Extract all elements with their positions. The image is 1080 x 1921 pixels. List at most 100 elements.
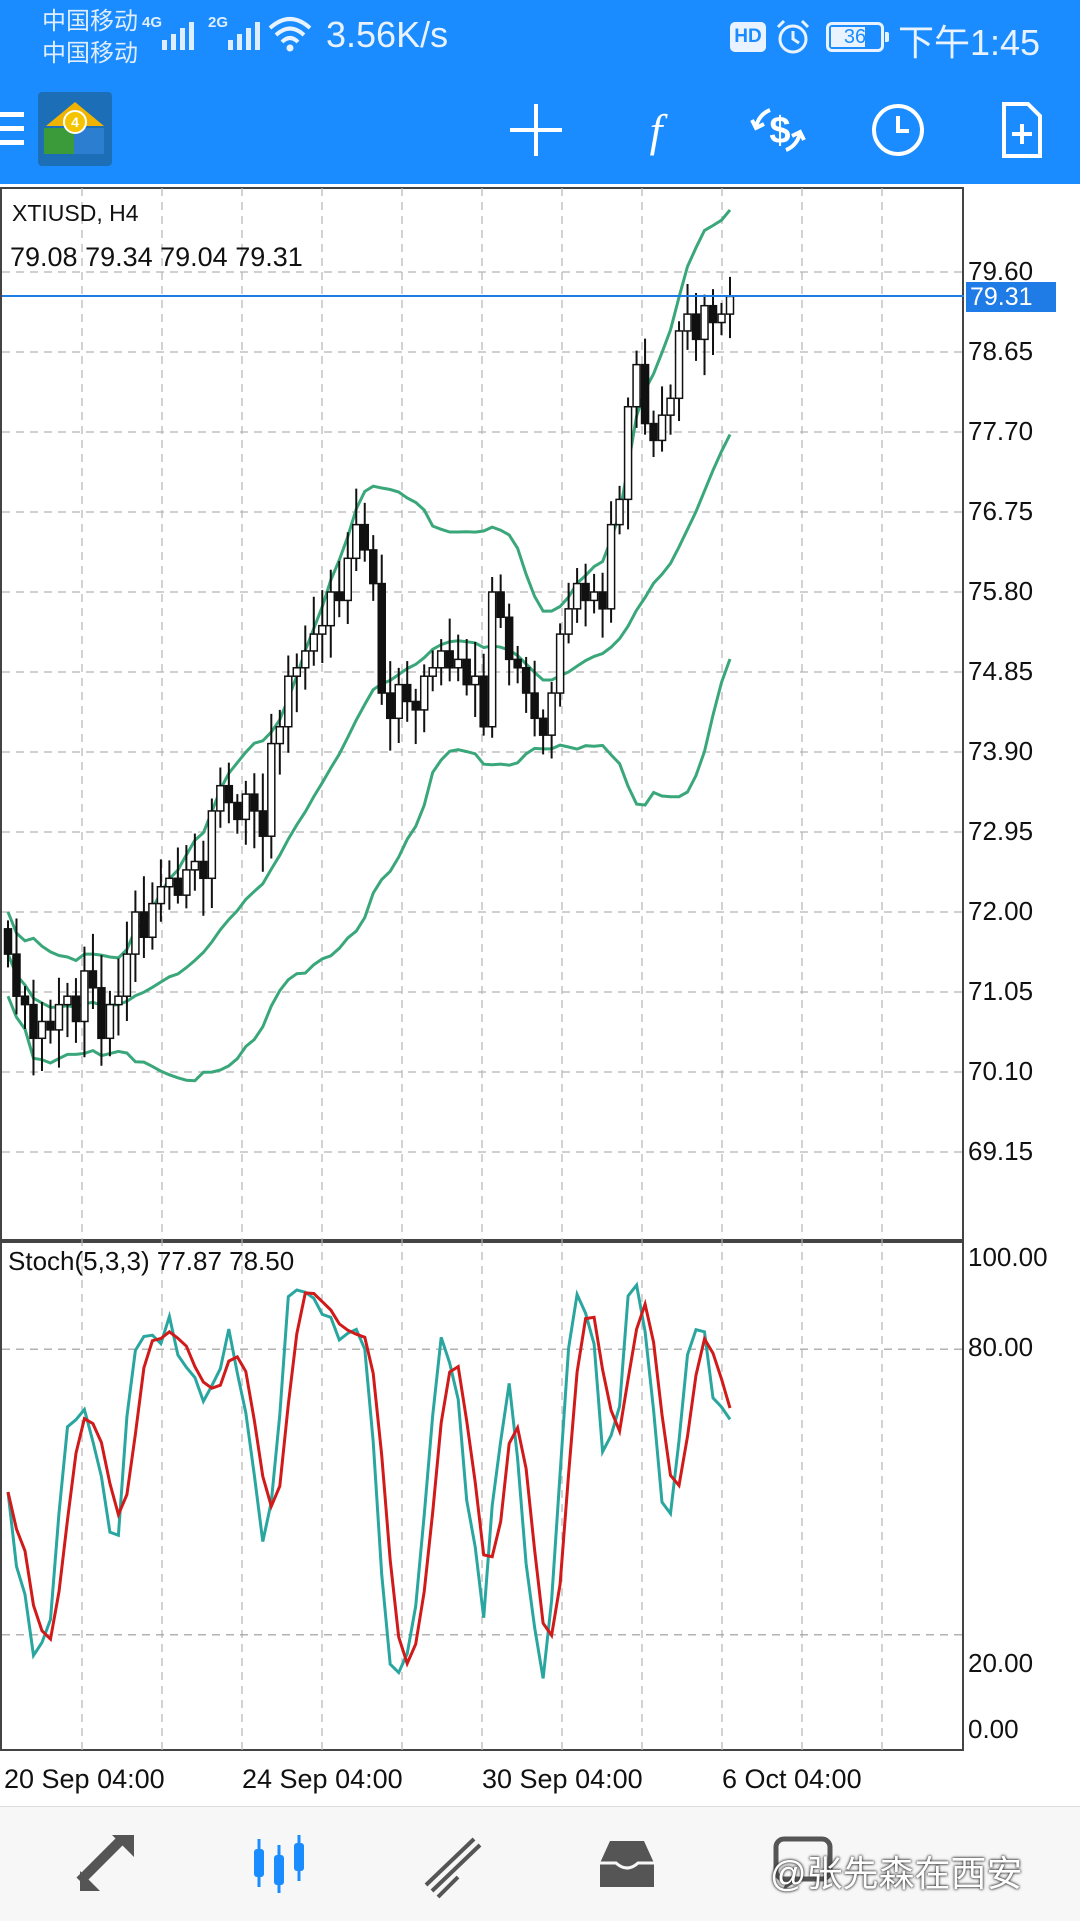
candle-body xyxy=(199,860,208,880)
candle-body xyxy=(700,304,709,341)
candle-body xyxy=(284,675,293,728)
history-icon[interactable] xyxy=(592,1829,662,1899)
trade-icon[interactable] xyxy=(418,1829,488,1899)
candle-body xyxy=(216,784,225,812)
candle-body xyxy=(275,725,285,745)
bollinger-bands xyxy=(6,208,732,1083)
candle-body xyxy=(521,667,531,694)
price-tick: 71.05 xyxy=(968,976,1034,1006)
clock: 下午1:45 xyxy=(898,22,1041,63)
candle-body xyxy=(436,650,446,669)
candle-body xyxy=(581,582,590,602)
chart-icon[interactable] xyxy=(244,1829,314,1899)
sim1-network-type: 4G xyxy=(142,14,163,31)
new-order-icon[interactable] xyxy=(988,98,1052,162)
candle-body xyxy=(368,549,378,585)
candle-body xyxy=(258,810,268,837)
sim2-network-type: 2G xyxy=(208,14,229,31)
candle-body xyxy=(564,608,573,635)
price-tick: 77.70 xyxy=(968,416,1034,446)
candle-body xyxy=(513,658,522,669)
candle-body xyxy=(29,1003,38,1040)
grid-lines xyxy=(2,188,962,1750)
candle-body xyxy=(674,330,684,400)
candle-body xyxy=(88,970,98,989)
chart-canvas[interactable] xyxy=(0,184,1080,1804)
date-tick: 30 Sep 04:00 xyxy=(482,1764,643,1794)
crosshair-icon[interactable] xyxy=(504,98,568,162)
net-speed: 3.56K/s xyxy=(326,14,449,55)
stoch-tick: 0.00 xyxy=(968,1714,1019,1744)
candle-body xyxy=(615,498,624,526)
quotes-icon[interactable] xyxy=(72,1829,142,1899)
bollinger-middle xyxy=(6,433,732,1009)
wifi-icon xyxy=(268,17,312,52)
stoch-tick: 80.00 xyxy=(968,1332,1034,1362)
svg-text:4: 4 xyxy=(71,114,79,130)
candle-body xyxy=(80,970,89,1023)
date-tick: 6 Oct 04:00 xyxy=(722,1764,862,1794)
candle-body xyxy=(428,667,437,677)
candle-body xyxy=(97,987,106,1040)
candle-body xyxy=(207,810,217,880)
carrier-1: 中国移动 xyxy=(42,8,138,35)
candle-body xyxy=(419,675,429,711)
candle-body xyxy=(725,295,735,315)
ohlc-readout: 79.08 79.34 79.04 79.31 xyxy=(10,242,303,272)
watermark: @张先森在西安 xyxy=(770,1853,1023,1894)
candle-body xyxy=(504,616,514,661)
price-tick: 74.85 xyxy=(968,656,1034,686)
stoch-tick: 100.00 xyxy=(968,1242,1048,1272)
candle-body xyxy=(326,591,336,627)
alarm-icon xyxy=(776,19,810,54)
candle-body xyxy=(666,397,675,416)
chart-area[interactable]: XTIUSD, H4 79.08 79.34 79.04 79.31 79.31… xyxy=(0,184,1080,1804)
bottom-nav: @张先森在西安 xyxy=(0,1806,1080,1921)
battery-level: 36 xyxy=(843,26,867,48)
timeframe-icon[interactable] xyxy=(866,98,930,162)
date-tick: 24 Sep 04:00 xyxy=(242,1764,403,1794)
candle-body xyxy=(453,658,463,669)
trade-icon[interactable]: $ xyxy=(746,98,810,162)
candle-body xyxy=(470,675,480,686)
candle-body xyxy=(360,523,370,551)
candle-body xyxy=(54,1003,64,1031)
candle-body xyxy=(623,405,633,501)
candle-body xyxy=(267,742,276,837)
candle-body xyxy=(683,313,692,332)
candle-body xyxy=(496,591,505,619)
svg-text:$: $ xyxy=(769,110,790,152)
carrier-labels: 中国移动 中国移动 xyxy=(42,6,138,70)
candle-body xyxy=(20,995,30,1006)
candle-body xyxy=(598,591,607,610)
candle-body xyxy=(309,633,319,652)
candle-body xyxy=(46,1020,55,1031)
candle-body xyxy=(233,801,242,821)
candle-body xyxy=(385,692,395,720)
price-tick: 72.95 xyxy=(968,816,1034,846)
candle-body xyxy=(12,953,21,997)
battery-icon: 36 xyxy=(826,22,889,52)
current-price-label: 79.31 xyxy=(966,282,1056,312)
hd-badge: HD xyxy=(730,22,766,52)
price-tick: 72.00 xyxy=(968,896,1034,926)
candle-body xyxy=(343,557,353,602)
candles xyxy=(3,276,735,1076)
candle-body xyxy=(250,793,259,812)
price-tick: 75.80 xyxy=(968,576,1034,606)
candle-body xyxy=(173,877,183,896)
carrier-2: 中国移动 xyxy=(42,40,138,67)
indicators-icon[interactable]: f xyxy=(624,98,688,162)
candle-body xyxy=(352,523,361,560)
candle-body xyxy=(156,885,166,905)
candle-body xyxy=(71,995,81,1023)
candle-body xyxy=(394,683,403,720)
stochastic-lines xyxy=(6,1281,732,1679)
candle-body xyxy=(182,869,191,896)
symbol-timeframe: XTIUSD, H4 xyxy=(12,200,139,226)
messages-icon[interactable] xyxy=(768,1829,838,1899)
candle-body xyxy=(37,1020,47,1040)
menu-icon[interactable] xyxy=(0,112,24,146)
app-logo[interactable]: 4 xyxy=(38,92,112,166)
candle-body xyxy=(241,793,251,821)
